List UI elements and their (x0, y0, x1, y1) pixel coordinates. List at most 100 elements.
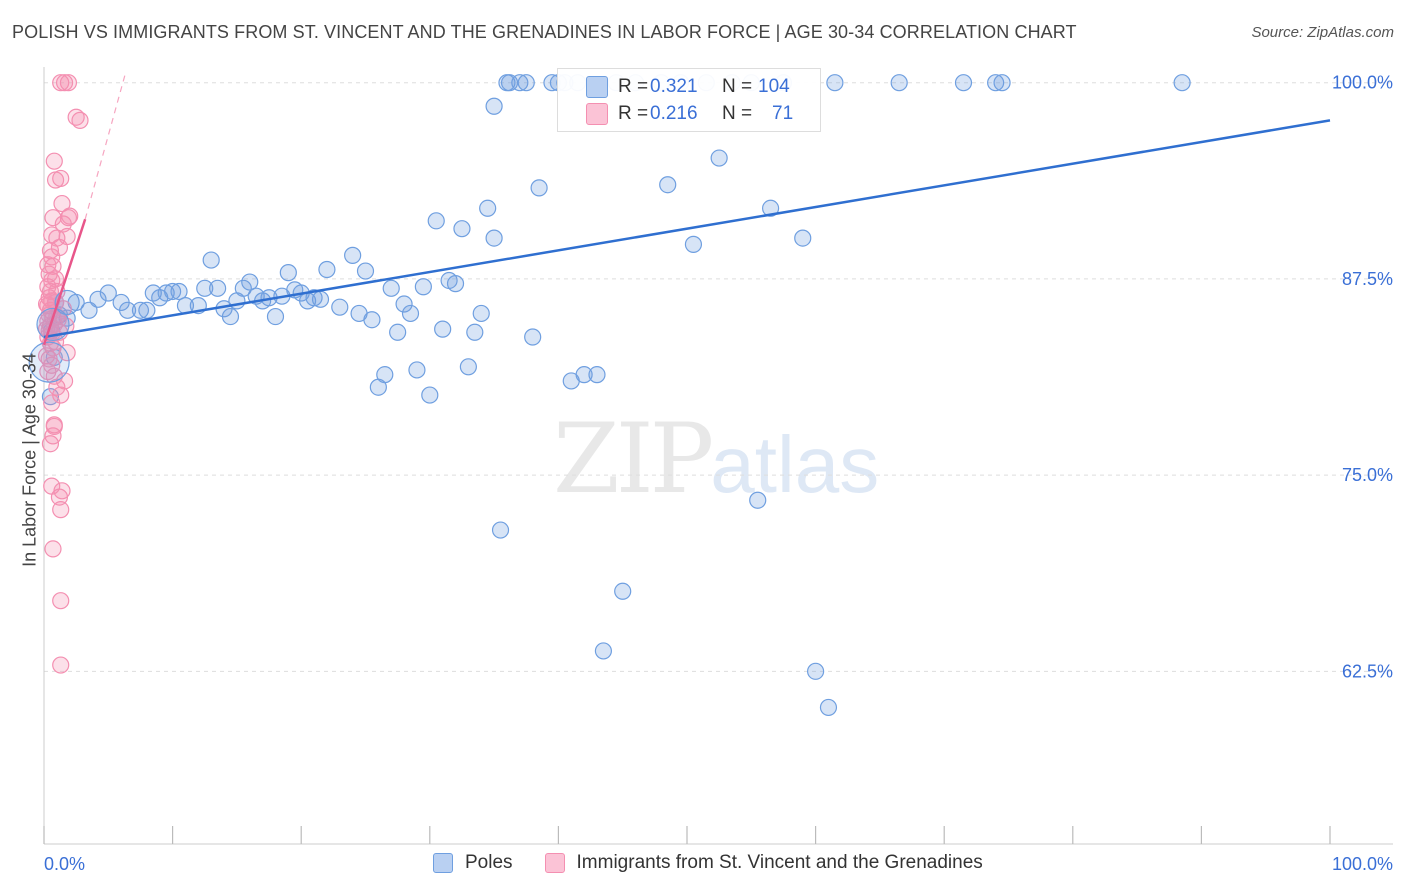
immigrants-point (52, 592, 70, 610)
immigrants-point (46, 270, 65, 288)
poles-point (890, 74, 908, 92)
immigrants-point (53, 194, 71, 213)
poles-point (382, 279, 400, 297)
poles-swatch (586, 76, 608, 98)
poles-point (241, 273, 259, 291)
legend-poles-swatch (433, 853, 453, 873)
poles-point (234, 279, 252, 297)
poles-point (459, 358, 477, 376)
poles-point (414, 278, 432, 296)
y-axis-label: In Labor Force | Age 30-34 (19, 353, 40, 567)
poles-point (993, 74, 1011, 92)
poles-point (524, 328, 542, 346)
poles-point (363, 311, 381, 329)
poles-point (118, 301, 137, 319)
poles-point (376, 366, 394, 384)
poles-point (954, 74, 973, 92)
poles-point (266, 307, 285, 326)
poles-n-value: 104 (758, 76, 790, 97)
poles-point (453, 220, 471, 238)
poles-point (279, 264, 297, 282)
poles-point (710, 149, 728, 167)
immigrants-point (43, 394, 61, 412)
poles-point (826, 74, 844, 92)
immigrants-swatch (586, 103, 608, 125)
poles-point (221, 307, 240, 326)
poles-point (434, 320, 452, 338)
source-label: Source: ZipAtlas.com (1251, 24, 1394, 41)
poles-point (138, 301, 156, 319)
immigrants-point (48, 378, 66, 396)
legend-item-poles[interactable]: Poles (433, 852, 513, 874)
poles-point (794, 229, 812, 247)
immigrants-point (55, 74, 74, 92)
poles-point (408, 361, 426, 379)
poles-point (614, 582, 632, 600)
y-tick-label: 75.0% (1342, 465, 1393, 485)
poles-n-label: N = (722, 76, 753, 97)
y-tick-label: 87.5% (1342, 269, 1393, 289)
poles-point (511, 74, 529, 92)
poles-point (594, 642, 613, 660)
poles-point (157, 284, 175, 302)
poles-point (344, 246, 362, 264)
poles-point (395, 295, 413, 313)
poles-point (466, 323, 484, 341)
x-tick-label: 0.0% (44, 854, 85, 874)
immigrants-point (50, 488, 69, 506)
immigrants-trend-extension (84, 74, 126, 220)
poles-point (401, 304, 420, 323)
poles-point (761, 199, 780, 217)
poles-point (164, 282, 182, 301)
stats-row-poles: R = 0.321 N = 104 (558, 74, 820, 100)
poles-point (427, 212, 445, 230)
chart-title: POLISH VS IMMIGRANTS FROM ST. VINCENT AN… (12, 22, 1077, 42)
immigrants-point (52, 501, 70, 519)
poles-point (479, 199, 497, 217)
immigrants-point (52, 169, 70, 188)
immigrants-point (41, 435, 60, 453)
immigrants-point (52, 656, 70, 674)
poles-point (311, 290, 330, 308)
poles-r-value: 0.321 (650, 76, 698, 97)
stats-row-immigrants: R = 0.216 N = 71 (558, 101, 820, 127)
poles-point (659, 176, 677, 194)
watermark: ZIPatlas (553, 403, 879, 515)
immigrants-point (45, 152, 63, 170)
poles-point (421, 386, 439, 404)
poles-point (36, 307, 70, 342)
poles-point (575, 366, 593, 384)
immigrants-point (61, 207, 79, 225)
watermark-zip: ZIP (553, 403, 714, 515)
poles-point (196, 279, 214, 297)
immigrants-point (44, 540, 62, 558)
poles-r-label: R = (618, 76, 649, 97)
watermark-atlas: atlas (710, 420, 880, 509)
poles-point (331, 298, 349, 316)
poles-point (202, 251, 220, 269)
immigrants-point (45, 417, 63, 436)
poles-point (170, 282, 188, 301)
poles-point (491, 521, 510, 539)
legend-poles-label: Poles (465, 852, 513, 873)
immigrants-point (39, 256, 57, 274)
poles-point (305, 289, 323, 307)
poles-point (749, 491, 767, 509)
poles-point (1173, 74, 1191, 92)
poles-point (819, 698, 838, 717)
poles-point (485, 97, 503, 115)
poles-point (446, 275, 465, 293)
poles-point (684, 235, 703, 253)
poles-point (485, 229, 503, 247)
poles-point (318, 260, 336, 279)
y-tick-label: 100.0% (1332, 73, 1393, 93)
poles-point (517, 74, 535, 92)
legend-item-immigrants[interactable]: Immigrants from St. Vincent and the Gren… (544, 852, 983, 874)
immigrants-r-value: 0.216 (650, 103, 698, 124)
poles-point (530, 179, 548, 197)
poles-point (209, 279, 227, 297)
immigrants-trend-line (42, 218, 87, 346)
y-tick-label: 62.5% (1342, 661, 1393, 681)
legend: Poles Immigrants from St. Vincent and th… (433, 852, 1015, 874)
poles-point (131, 301, 150, 319)
